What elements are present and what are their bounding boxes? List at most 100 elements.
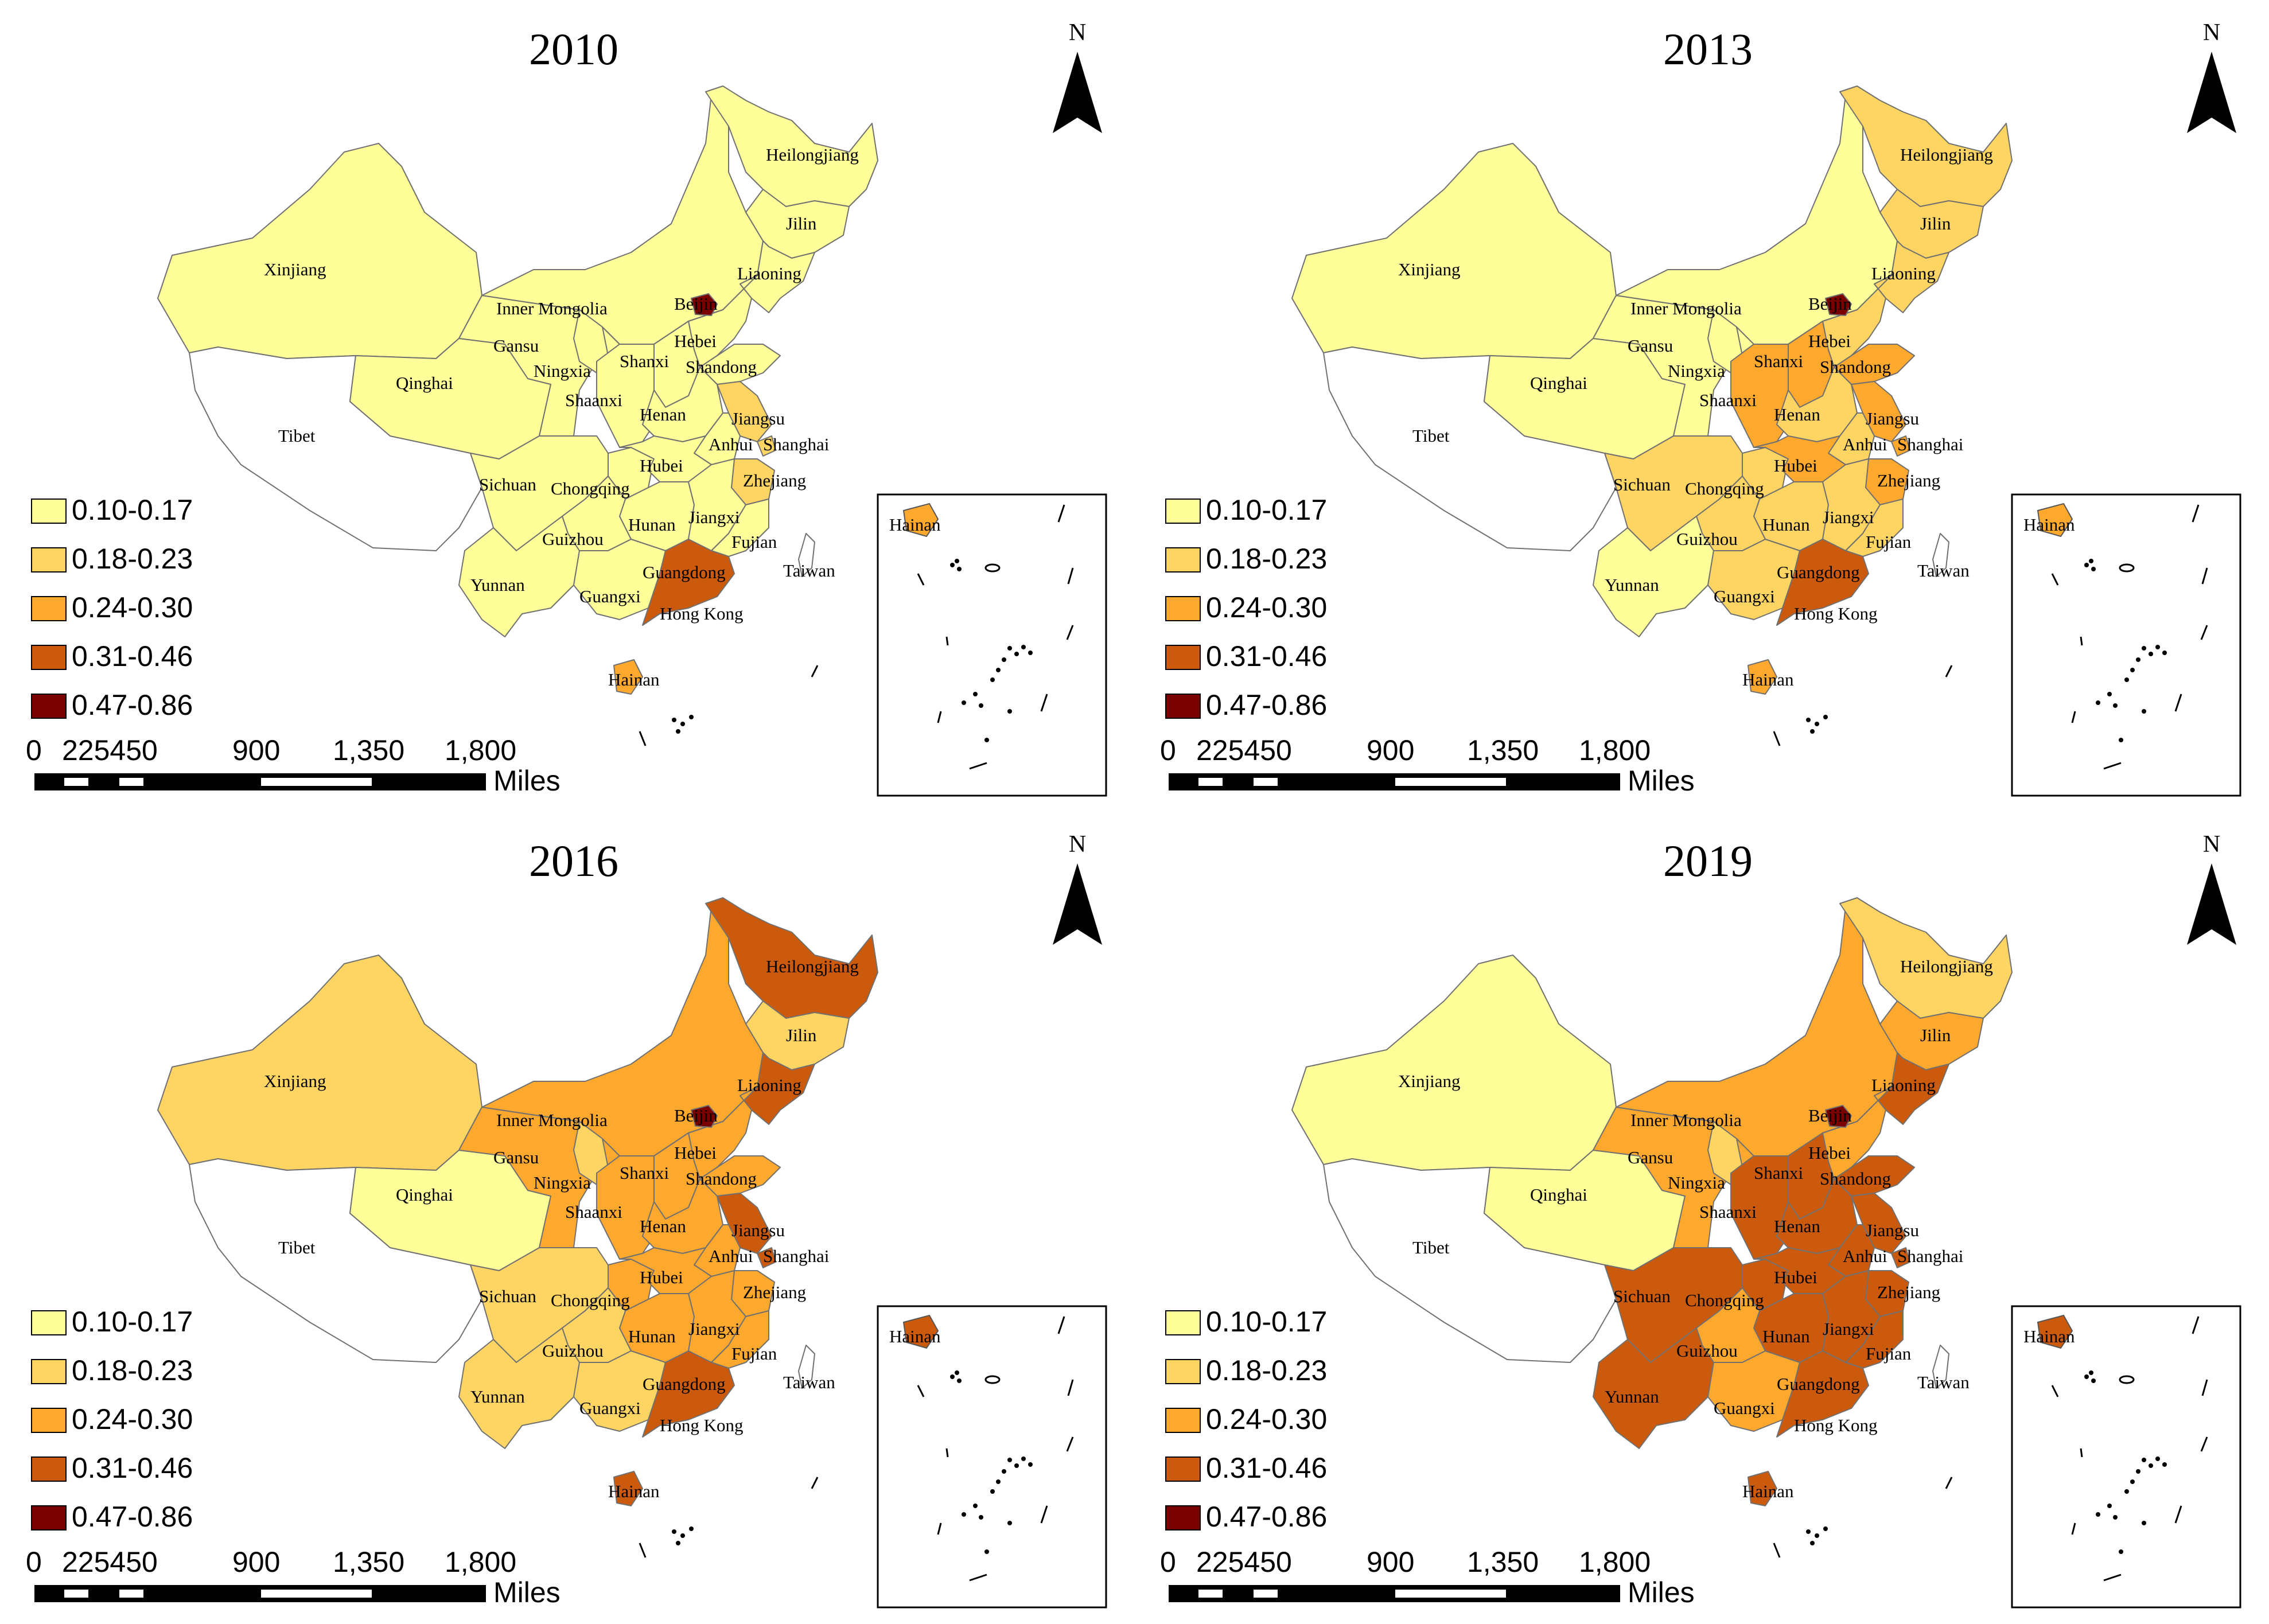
- legend-item: 0.31-0.46: [1165, 1452, 1327, 1484]
- region-yunnan: [458, 516, 580, 637]
- label-hainan: Hainan: [608, 1481, 660, 1501]
- region-hainan: [1748, 659, 1777, 695]
- label-guangxi: Guangxi: [1714, 1398, 1775, 1418]
- label-guangdong: Guangdong: [1777, 1374, 1860, 1394]
- region-taiwan: [1932, 533, 1949, 577]
- label-taiwan: Taiwan: [783, 560, 835, 581]
- label-anhui: Anhui: [1843, 1246, 1887, 1266]
- region-tibet: [1323, 1158, 1617, 1363]
- legend-swatch: [1165, 1408, 1201, 1433]
- inset-hainan-shape: [2037, 503, 2073, 538]
- legend-item: 0.47-0.86: [31, 1501, 193, 1533]
- label-qinghai: Qinghai: [396, 373, 453, 393]
- legend-item: 0.18-0.23: [1165, 543, 1327, 575]
- label-shandong: Shandong: [1820, 1169, 1891, 1189]
- legend-item: 0.31-0.46: [31, 640, 193, 672]
- label-guangxi: Guangxi: [1714, 586, 1775, 606]
- legend-swatch: [1165, 694, 1201, 719]
- scale-tick-label: 1,800: [445, 734, 516, 766]
- legend-label: 0.18-0.23: [1206, 1354, 1327, 1387]
- label-hebei: Hebei: [1808, 331, 1851, 351]
- label-hubei: Hubei: [1774, 1267, 1817, 1287]
- china-map: [157, 897, 878, 1506]
- label-anhui: Anhui: [709, 1246, 753, 1266]
- label-beijing: Beijin: [674, 1105, 718, 1125]
- region-shanghai: [1891, 435, 1910, 457]
- legend-swatch: [31, 499, 67, 524]
- legend-swatch: [31, 1359, 67, 1384]
- label-xinjiang: Xinjiang: [1398, 259, 1461, 279]
- label-guizhou: Guizhou: [542, 1341, 604, 1361]
- label-tibet: Tibet: [278, 1237, 316, 1257]
- scale-unit: Miles: [1628, 1576, 1695, 1609]
- legend-label: 0.47-0.86: [1206, 1501, 1327, 1533]
- province-labels: Xinjiang Tibet Qinghai Inner Mongolia Ga…: [264, 956, 859, 1501]
- label-xinjiang: Xinjiang: [264, 259, 326, 279]
- legend-swatch: [31, 547, 67, 573]
- legend-swatch: [1165, 1359, 1201, 1384]
- south-sea-islands: [1773, 665, 1953, 746]
- label-anhui: Anhui: [1843, 434, 1887, 454]
- legend-label: 0.31-0.46: [1206, 1452, 1327, 1484]
- scale-tick-label: 225450: [62, 734, 158, 766]
- scale-unit: Miles: [493, 1576, 561, 1609]
- province-labels: Xinjiang Tibet Qinghai Inner Mongolia Ga…: [1398, 956, 1993, 1501]
- label-taiwan: Taiwan: [783, 1372, 835, 1392]
- label-liaoning: Liaoning: [737, 1075, 801, 1095]
- label-guangdong: Guangdong: [643, 1374, 726, 1394]
- label-fujian: Fujian: [731, 1343, 777, 1364]
- region-fujian: [711, 499, 769, 557]
- label-jilin: Jilin: [1920, 1025, 1951, 1045]
- region-taiwan: [798, 533, 815, 577]
- scale-tick-label: 1,800: [445, 1546, 516, 1578]
- label-sichuan: Sichuan: [479, 1286, 536, 1306]
- label-tibet: Tibet: [278, 426, 316, 446]
- region-shanghai: [757, 435, 776, 457]
- legend-item: 0.47-0.86: [1165, 689, 1327, 721]
- scale-tick-label: 900: [232, 734, 280, 766]
- label-ningxia: Ningxia: [1668, 361, 1725, 381]
- inset-hainan-shape: [2037, 1314, 2073, 1349]
- label-heilongjiang: Heilongjiang: [766, 145, 859, 165]
- label-jiangxi: Jiangxi: [1823, 507, 1874, 527]
- label-hebei: Hebei: [1808, 1143, 1851, 1163]
- label-inner-mongolia: Inner Mongolia: [1630, 1110, 1742, 1130]
- legend-label: 0.47-0.86: [72, 689, 193, 721]
- region-beijing: [1825, 1105, 1852, 1128]
- label-zhejiang: Zhejiang: [1877, 470, 1940, 490]
- map-title: 2010: [529, 24, 618, 74]
- label-hunan: Hunan: [1762, 515, 1810, 535]
- map-title: 2019: [1663, 836, 1753, 886]
- region-guangdong: [1776, 1350, 1869, 1438]
- legend-label: 0.24-0.30: [1206, 1403, 1327, 1435]
- region-yunnan: [1593, 1327, 1714, 1449]
- label-hubei: Hubei: [640, 455, 683, 476]
- legend-label: 0.24-0.30: [1206, 591, 1327, 624]
- legend-label: 0.47-0.86: [72, 1501, 193, 1533]
- south-sea-islands: [639, 665, 819, 746]
- legend-label: 0.18-0.23: [72, 1354, 193, 1387]
- scale-tick-label: 900: [232, 1546, 280, 1578]
- north-arrow-icon: [1053, 863, 1102, 945]
- region-fujian: [711, 1310, 769, 1369]
- legend-item: 0.31-0.46: [1165, 640, 1327, 672]
- scale-unit: Miles: [1628, 765, 1695, 797]
- label-chongqing: Chongqing: [551, 478, 630, 499]
- legend-item: 0.18-0.23: [31, 543, 193, 575]
- label-guangxi: Guangxi: [579, 586, 641, 606]
- label-sichuan: Sichuan: [479, 474, 536, 494]
- map-panel-2019: 2019 Xinjia: [1134, 812, 2268, 1623]
- legend-label: 0.31-0.46: [72, 640, 193, 672]
- north-arrow: N: [2187, 831, 2236, 945]
- legend-swatch: [1165, 547, 1201, 573]
- label-gansu: Gansu: [1628, 336, 1673, 356]
- label-beijing: Beijin: [674, 294, 718, 314]
- legend-item: 0.47-0.86: [1165, 1501, 1327, 1533]
- legend-label: 0.10-0.17: [72, 494, 193, 526]
- region-heilongjiang: [1839, 897, 2013, 1019]
- region-taiwan: [798, 1345, 815, 1389]
- label-guangdong: Guangdong: [643, 562, 726, 582]
- north-label: N: [1069, 831, 1086, 858]
- label-heilongjiang: Heilongjiang: [1900, 145, 1993, 165]
- legend-item: 0.10-0.17: [1165, 1306, 1327, 1338]
